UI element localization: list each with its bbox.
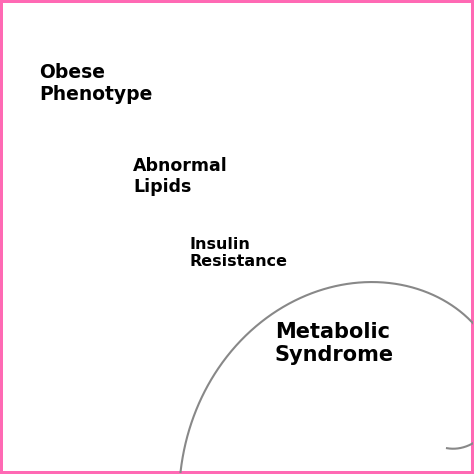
Text: Insulin
Resistance: Insulin Resistance	[190, 237, 288, 269]
Text: Metabolic
Syndrome: Metabolic Syndrome	[275, 322, 394, 365]
Text: Obese
Phenotype: Obese Phenotype	[39, 63, 153, 104]
Text: Abnormal
Lipids: Abnormal Lipids	[133, 157, 228, 196]
